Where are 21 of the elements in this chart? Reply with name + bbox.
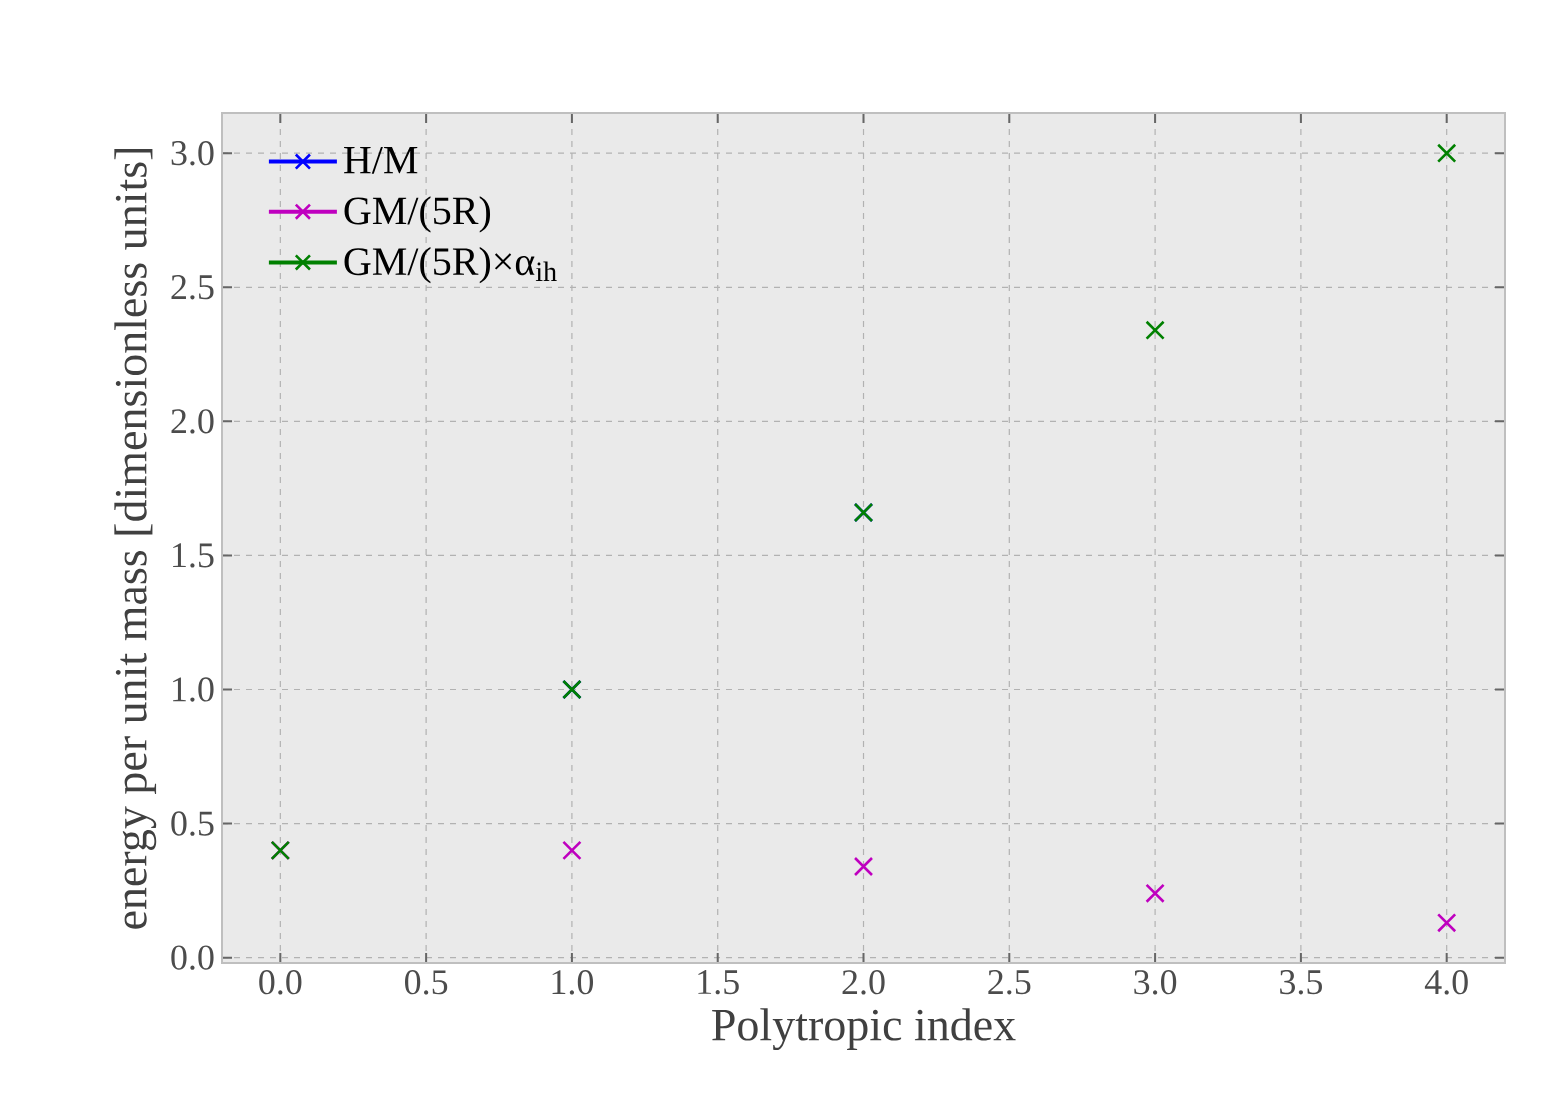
x-tick-label: 1.5 xyxy=(698,970,739,995)
y-tick-label: 0.5 xyxy=(171,811,214,836)
x-tick-label: 2.0 xyxy=(842,970,885,995)
x-tick-label: 3.0 xyxy=(1134,970,1177,995)
y-tick-label: 3.0 xyxy=(171,141,214,166)
x-tick-label: 0.5 xyxy=(405,970,448,995)
y-axis-title: energy per unit mass [dimensionless units] xyxy=(114,148,157,929)
y-tick-label: 0.0 xyxy=(171,945,214,970)
y-tick-label: 1.5 xyxy=(173,543,214,568)
x-tick-label: 2.5 xyxy=(988,970,1031,995)
legend-label: H/M xyxy=(344,146,418,174)
x-axis-title: Polytropic index xyxy=(712,1008,1016,1051)
x-tick-label: 4.0 xyxy=(1424,970,1468,995)
y-tick-label: 2.5 xyxy=(171,275,214,300)
x-tick-label: 1.0 xyxy=(552,970,594,995)
y-tick-label: 1.0 xyxy=(173,677,214,702)
legend-label: GM/(5R)×α$_{ih}$ xyxy=(344,247,557,284)
legend-label: GM/(5R) xyxy=(344,196,491,233)
x-tick-label: 0.0 xyxy=(259,970,302,995)
x-tick-label: 3.5 xyxy=(1280,970,1322,995)
y-tick-label: 2.0 xyxy=(171,409,214,434)
